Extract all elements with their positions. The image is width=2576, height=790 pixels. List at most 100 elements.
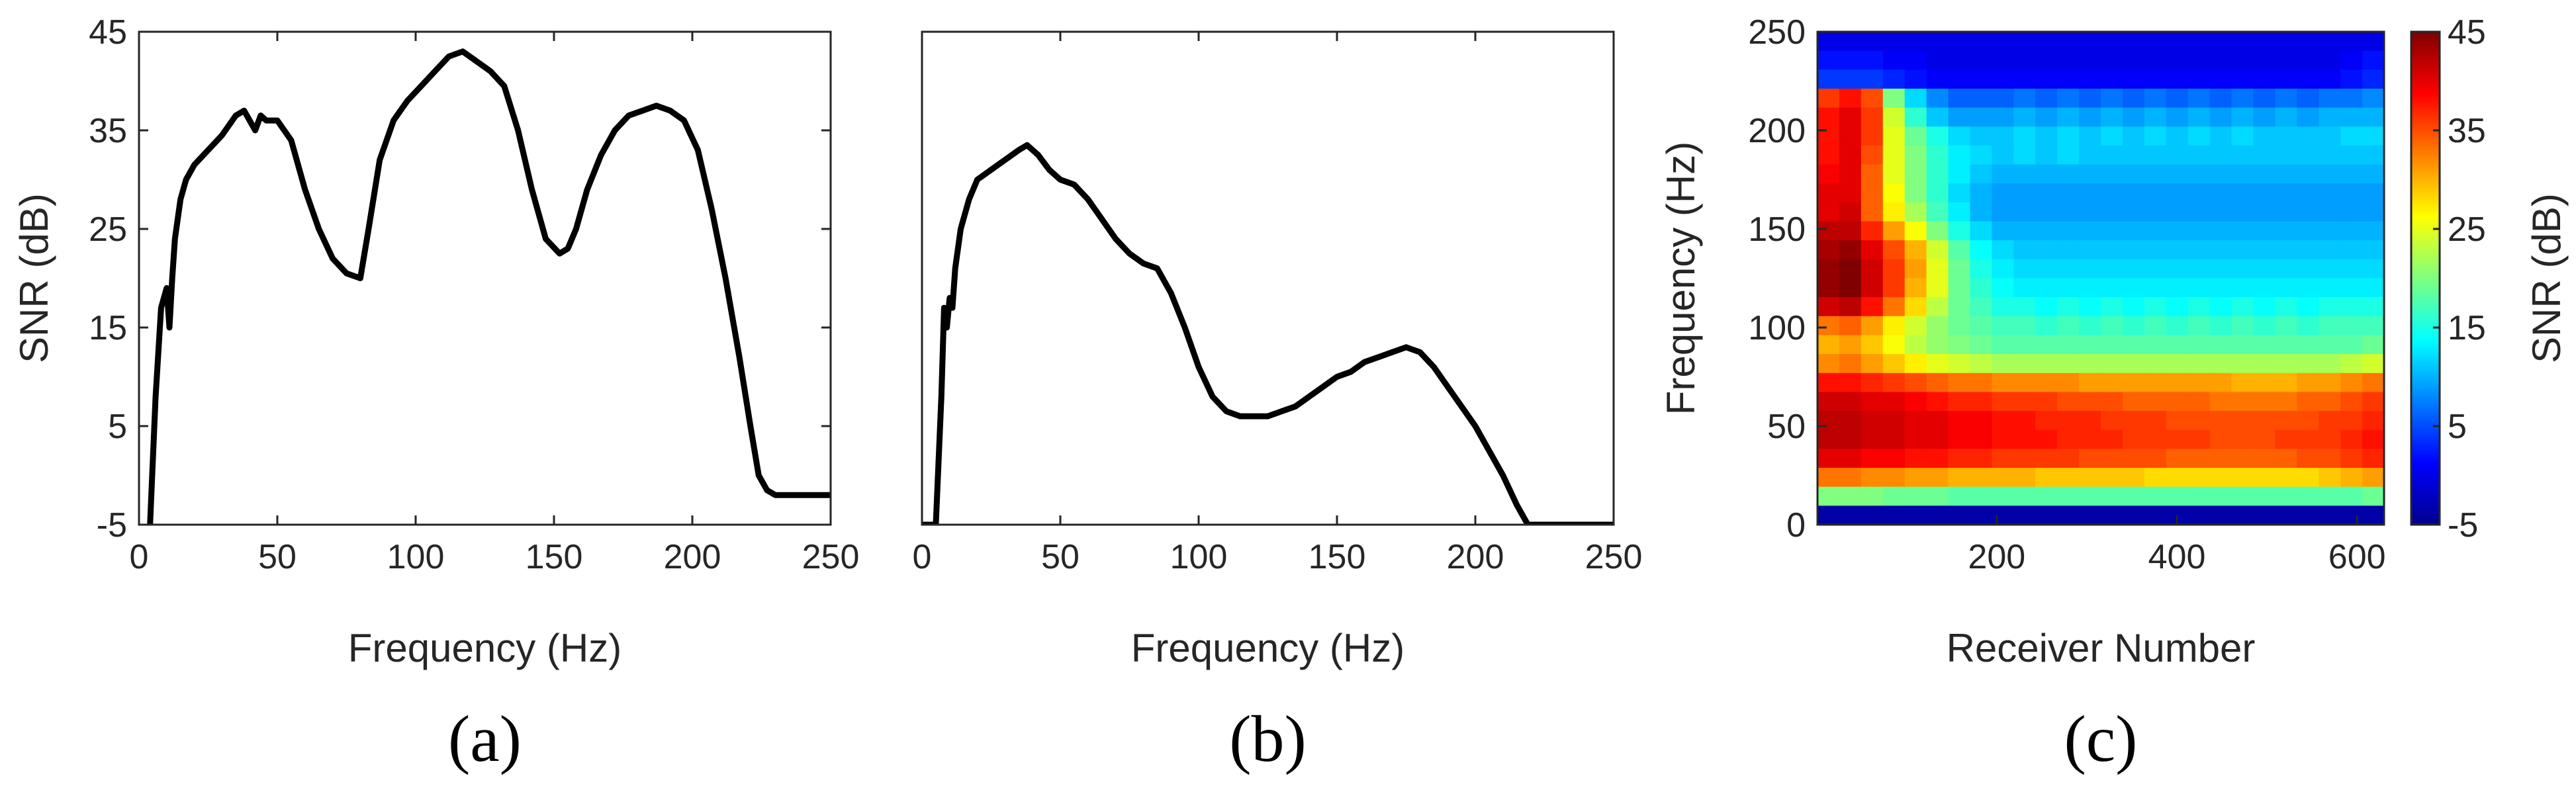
heatmap-cell [1948, 278, 1971, 298]
panel-a-line-chart: 0 50 100 150 200 250 -5 5 15 25 35 45 Frequency (H… [12, 13, 859, 775]
heatmap-cell [1948, 449, 1971, 468]
colorbar-frame [2410, 30, 2441, 526]
heatmap-cell [2253, 145, 2276, 165]
heatmap-cell [2166, 126, 2189, 146]
heatmap-cell [1948, 316, 1971, 336]
heatmap-cell [2013, 32, 2037, 52]
heatmap-cell [1948, 505, 1971, 525]
heatmap-cell [2079, 240, 2101, 260]
heatmap-cell [2319, 316, 2341, 336]
heatmap-cell [2057, 69, 2080, 89]
heatmap-cell [2187, 32, 2211, 52]
heatmap-cell [1882, 69, 1906, 89]
heatmap-cell [2231, 69, 2254, 89]
heatmap-cell [2122, 449, 2145, 468]
heatmap-cell [2057, 316, 2080, 336]
heatmap-cell [2013, 126, 2037, 146]
x-tick-label-c: 600 [2328, 538, 2386, 576]
heatmap-cell [2340, 335, 2363, 355]
heatmap-cell [2079, 392, 2101, 412]
heatmap-cell [2144, 202, 2167, 222]
heatmap-cell [1882, 145, 1906, 165]
heatmap-cell [1992, 50, 2015, 71]
heatmap-cell [2101, 107, 2123, 128]
heatmap-cell [2319, 183, 2341, 203]
heatmap-cell [2057, 107, 2080, 128]
heatmap-cell [1970, 486, 1993, 507]
heatmap-cell [1882, 164, 1906, 185]
heatmap-cell [2122, 145, 2145, 165]
heatmap-cell [2253, 486, 2276, 507]
heatmap-cell [2253, 335, 2276, 355]
heatmap-cell [2122, 183, 2145, 203]
heatmap-cell [1839, 392, 1862, 412]
heatmap-cell [2035, 88, 2058, 109]
heatmap-cell [1992, 164, 2015, 185]
heatmap-cell [2122, 297, 2145, 317]
heatmap-cell [2101, 240, 2123, 260]
heatmap-cell [2144, 354, 2167, 374]
heatmap-cell [2187, 50, 2211, 71]
heatmap-cell [2144, 316, 2167, 336]
heatmap-cell [2166, 297, 2189, 317]
heatmap-cell [2144, 392, 2167, 412]
heatmap-cell [1992, 107, 2015, 128]
heatmap-cell [1992, 221, 2015, 241]
heatmap-cell [2209, 145, 2232, 165]
heatmap-cell [2340, 32, 2363, 52]
heatmap-cell [2013, 145, 2037, 165]
heatmap-cell [1926, 259, 1949, 279]
heatmap-cell [1992, 202, 2015, 222]
heatmap-cell [2013, 202, 2037, 222]
heatmap-cell [1970, 202, 1993, 222]
heatmap-cell [2013, 429, 2037, 450]
heatmap-cell [2035, 316, 2058, 336]
heatmap-cell [1839, 411, 1862, 431]
heatmap-cell [2362, 107, 2384, 128]
heatmap-cell [2340, 354, 2363, 374]
heatmap-cell [2340, 392, 2363, 412]
heatmap-cell [2013, 183, 2037, 203]
heatmap-cell [1882, 392, 1906, 412]
heatmap-cell [2079, 354, 2101, 374]
heatmap-cell [1839, 316, 1862, 336]
heatmap-cell [1992, 486, 2015, 507]
heatmap-cell [1861, 316, 1884, 336]
y-tick-label-a: 25 [89, 210, 127, 249]
heatmap-cell [2035, 392, 2058, 412]
heatmap-cell [2340, 221, 2363, 241]
heatmap-cell [2319, 429, 2341, 450]
heatmap-cell [2297, 429, 2320, 450]
axes-frame-a [138, 30, 832, 526]
panel-caption-b: (b) [1229, 702, 1307, 775]
heatmap-cell [2362, 486, 2384, 507]
heatmap-cell [2319, 354, 2341, 374]
heatmap-cell [2101, 259, 2123, 279]
heatmap-cell [1992, 278, 2015, 298]
heatmap-cell [2013, 107, 2037, 128]
heatmap-cell [1839, 486, 1862, 507]
heatmap-cell [1861, 449, 1884, 468]
heatmap-cell [1926, 316, 1949, 336]
heatmap-cell [1926, 107, 1949, 128]
heatmap-cell [2340, 259, 2363, 279]
heatmap-cell [2209, 107, 2232, 128]
panel-caption-a: (a) [448, 702, 522, 775]
heatmap-cell [2166, 392, 2189, 412]
heatmap-cell [1839, 221, 1862, 241]
heatmap-cell [2101, 297, 2123, 317]
axes-frame-c [1816, 30, 2385, 526]
colorbar-label: SNR (dB) [2524, 193, 2569, 363]
heatmap-cell [2166, 145, 2189, 165]
heatmap-cell [1904, 32, 1927, 52]
y-tick-label-a: 5 [108, 408, 127, 446]
heatmap-cell [2057, 373, 2080, 393]
heatmap-cell [1970, 126, 1993, 146]
heatmap-cell [2122, 107, 2145, 128]
heatmap-cell [2231, 297, 2254, 317]
heatmap-cell [2122, 278, 2145, 298]
heatmap-cell [1882, 221, 1906, 241]
heatmap-cell [2319, 278, 2341, 298]
heatmap-cell [2231, 373, 2254, 393]
heatmap-cell [1839, 259, 1862, 279]
